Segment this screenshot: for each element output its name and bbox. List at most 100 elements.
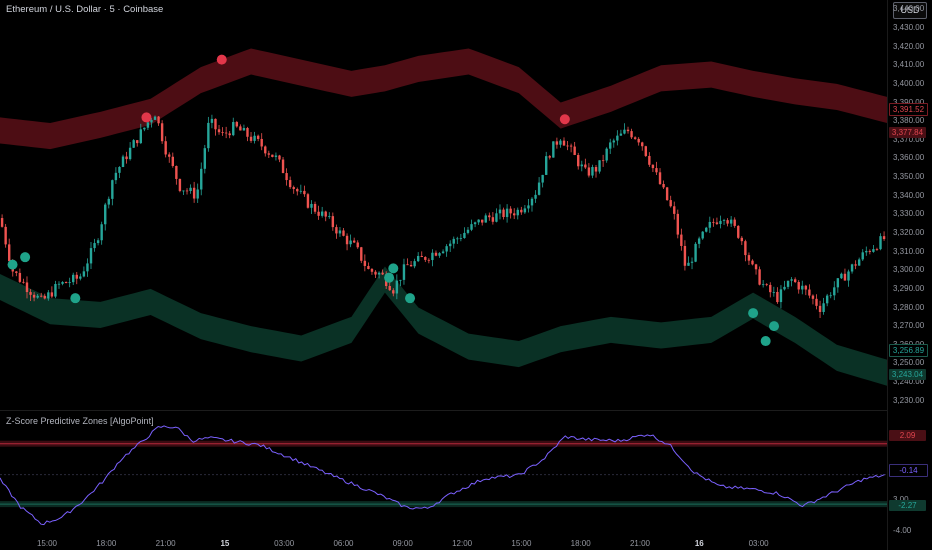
candle-body: [463, 232, 466, 238]
candle-body: [157, 116, 160, 124]
candle-body: [829, 295, 832, 297]
candle-body: [317, 211, 320, 216]
candle-body: [505, 208, 509, 218]
candle-body: [879, 236, 882, 250]
time-tick: 18:00: [570, 539, 591, 548]
candle-body: [569, 145, 573, 147]
candle-body: [491, 217, 495, 222]
candle-body: [701, 231, 704, 239]
candle-body: [100, 224, 103, 241]
candle-body: [495, 213, 498, 222]
candle-body: [733, 219, 736, 226]
candle-body: [75, 274, 78, 279]
candle-body: [392, 290, 395, 294]
candle-body: [310, 203, 313, 208]
candle-body: [751, 260, 754, 265]
candle-body: [221, 132, 224, 134]
candle-body: [427, 259, 431, 261]
candle-body: [456, 238, 459, 240]
candle-body: [545, 156, 548, 175]
buy-signal-dot: [7, 259, 18, 270]
candle-body: [360, 247, 363, 261]
price-tick: 3,280.00: [893, 302, 925, 312]
candle-body: [86, 263, 89, 272]
candle-body: [246, 128, 249, 137]
price-tick: 3,340.00: [893, 190, 925, 200]
candle-body: [424, 257, 427, 260]
candle-body: [374, 271, 377, 275]
candle-body: [719, 220, 722, 224]
candle-body: [82, 271, 86, 277]
candle-body: [104, 204, 107, 225]
candle-body: [342, 230, 345, 236]
candle-body: [189, 187, 192, 191]
candle-body: [395, 280, 399, 294]
candle-body: [260, 138, 263, 147]
candle-body: [662, 184, 665, 188]
candle-body: [758, 269, 761, 285]
zscore-pane: [0, 425, 887, 526]
candle-body: [196, 189, 199, 199]
candle-body: [153, 116, 157, 120]
candle-body: [513, 213, 516, 216]
candle-body: [872, 249, 875, 252]
candle-body: [712, 221, 715, 223]
candle-body: [502, 209, 505, 218]
candle-body: [29, 292, 32, 295]
candle-body: [594, 167, 598, 172]
candle-body: [68, 282, 71, 284]
candle-body: [274, 155, 278, 157]
currency-button[interactable]: USD: [893, 2, 927, 19]
candle-body: [0, 218, 4, 227]
upper-outer-price-badge: 3,391.52: [889, 103, 928, 116]
candle-body: [786, 280, 790, 287]
pane-divider[interactable]: [0, 410, 887, 411]
candle-body: [598, 160, 601, 172]
candle-body: [847, 271, 850, 281]
candle-body: [559, 140, 562, 145]
candle-body: [72, 274, 75, 283]
candle-body: [690, 261, 694, 263]
zscore-lower-badge: -2.27: [889, 500, 926, 511]
candle-body: [15, 271, 18, 273]
candle-body: [804, 285, 808, 290]
candle-body: [747, 255, 751, 261]
candle-body: [470, 224, 473, 230]
price-tick: 3,410.00: [893, 60, 925, 70]
buy-signal-dot: [769, 321, 780, 332]
buy-signal-dot: [70, 293, 81, 304]
candle-body: [139, 129, 142, 144]
time-tick: 12:00: [452, 539, 473, 548]
symbol-title[interactable]: Ethereum / U.S. Dollar · 5 · Coinbase: [6, 4, 164, 15]
candle-body: [481, 219, 484, 223]
zone-bands: [0, 48, 887, 386]
candle-body: [729, 219, 733, 224]
candle-body: [808, 289, 811, 296]
candle-body: [288, 180, 292, 188]
candle-body: [356, 242, 359, 248]
candle-body: [452, 238, 455, 244]
candle-body: [18, 272, 22, 282]
candle-body: [797, 282, 800, 290]
candle-body: [228, 133, 231, 136]
candle-body: [626, 129, 630, 132]
lower-zone-band: [0, 266, 887, 386]
candle-body: [239, 126, 242, 131]
price-tick: 3,370.00: [893, 134, 925, 144]
zscore-tick-minus4: -4.00: [893, 526, 912, 535]
candle-body: [36, 295, 39, 298]
candle-body: [324, 211, 327, 217]
candle-body: [431, 252, 434, 261]
candle-body: [737, 225, 740, 238]
candle-body: [815, 298, 818, 306]
candle-body: [448, 243, 452, 247]
candle-body: [840, 273, 843, 279]
candle-body: [705, 227, 708, 232]
indicator-title[interactable]: Z-Score Predictive Zones [AlgoPoint]: [6, 416, 154, 426]
candle-body: [402, 264, 406, 280]
candle-body: [619, 133, 623, 136]
candle-body: [331, 216, 335, 228]
price-axis-border: [887, 0, 888, 550]
candle-body: [50, 292, 54, 297]
